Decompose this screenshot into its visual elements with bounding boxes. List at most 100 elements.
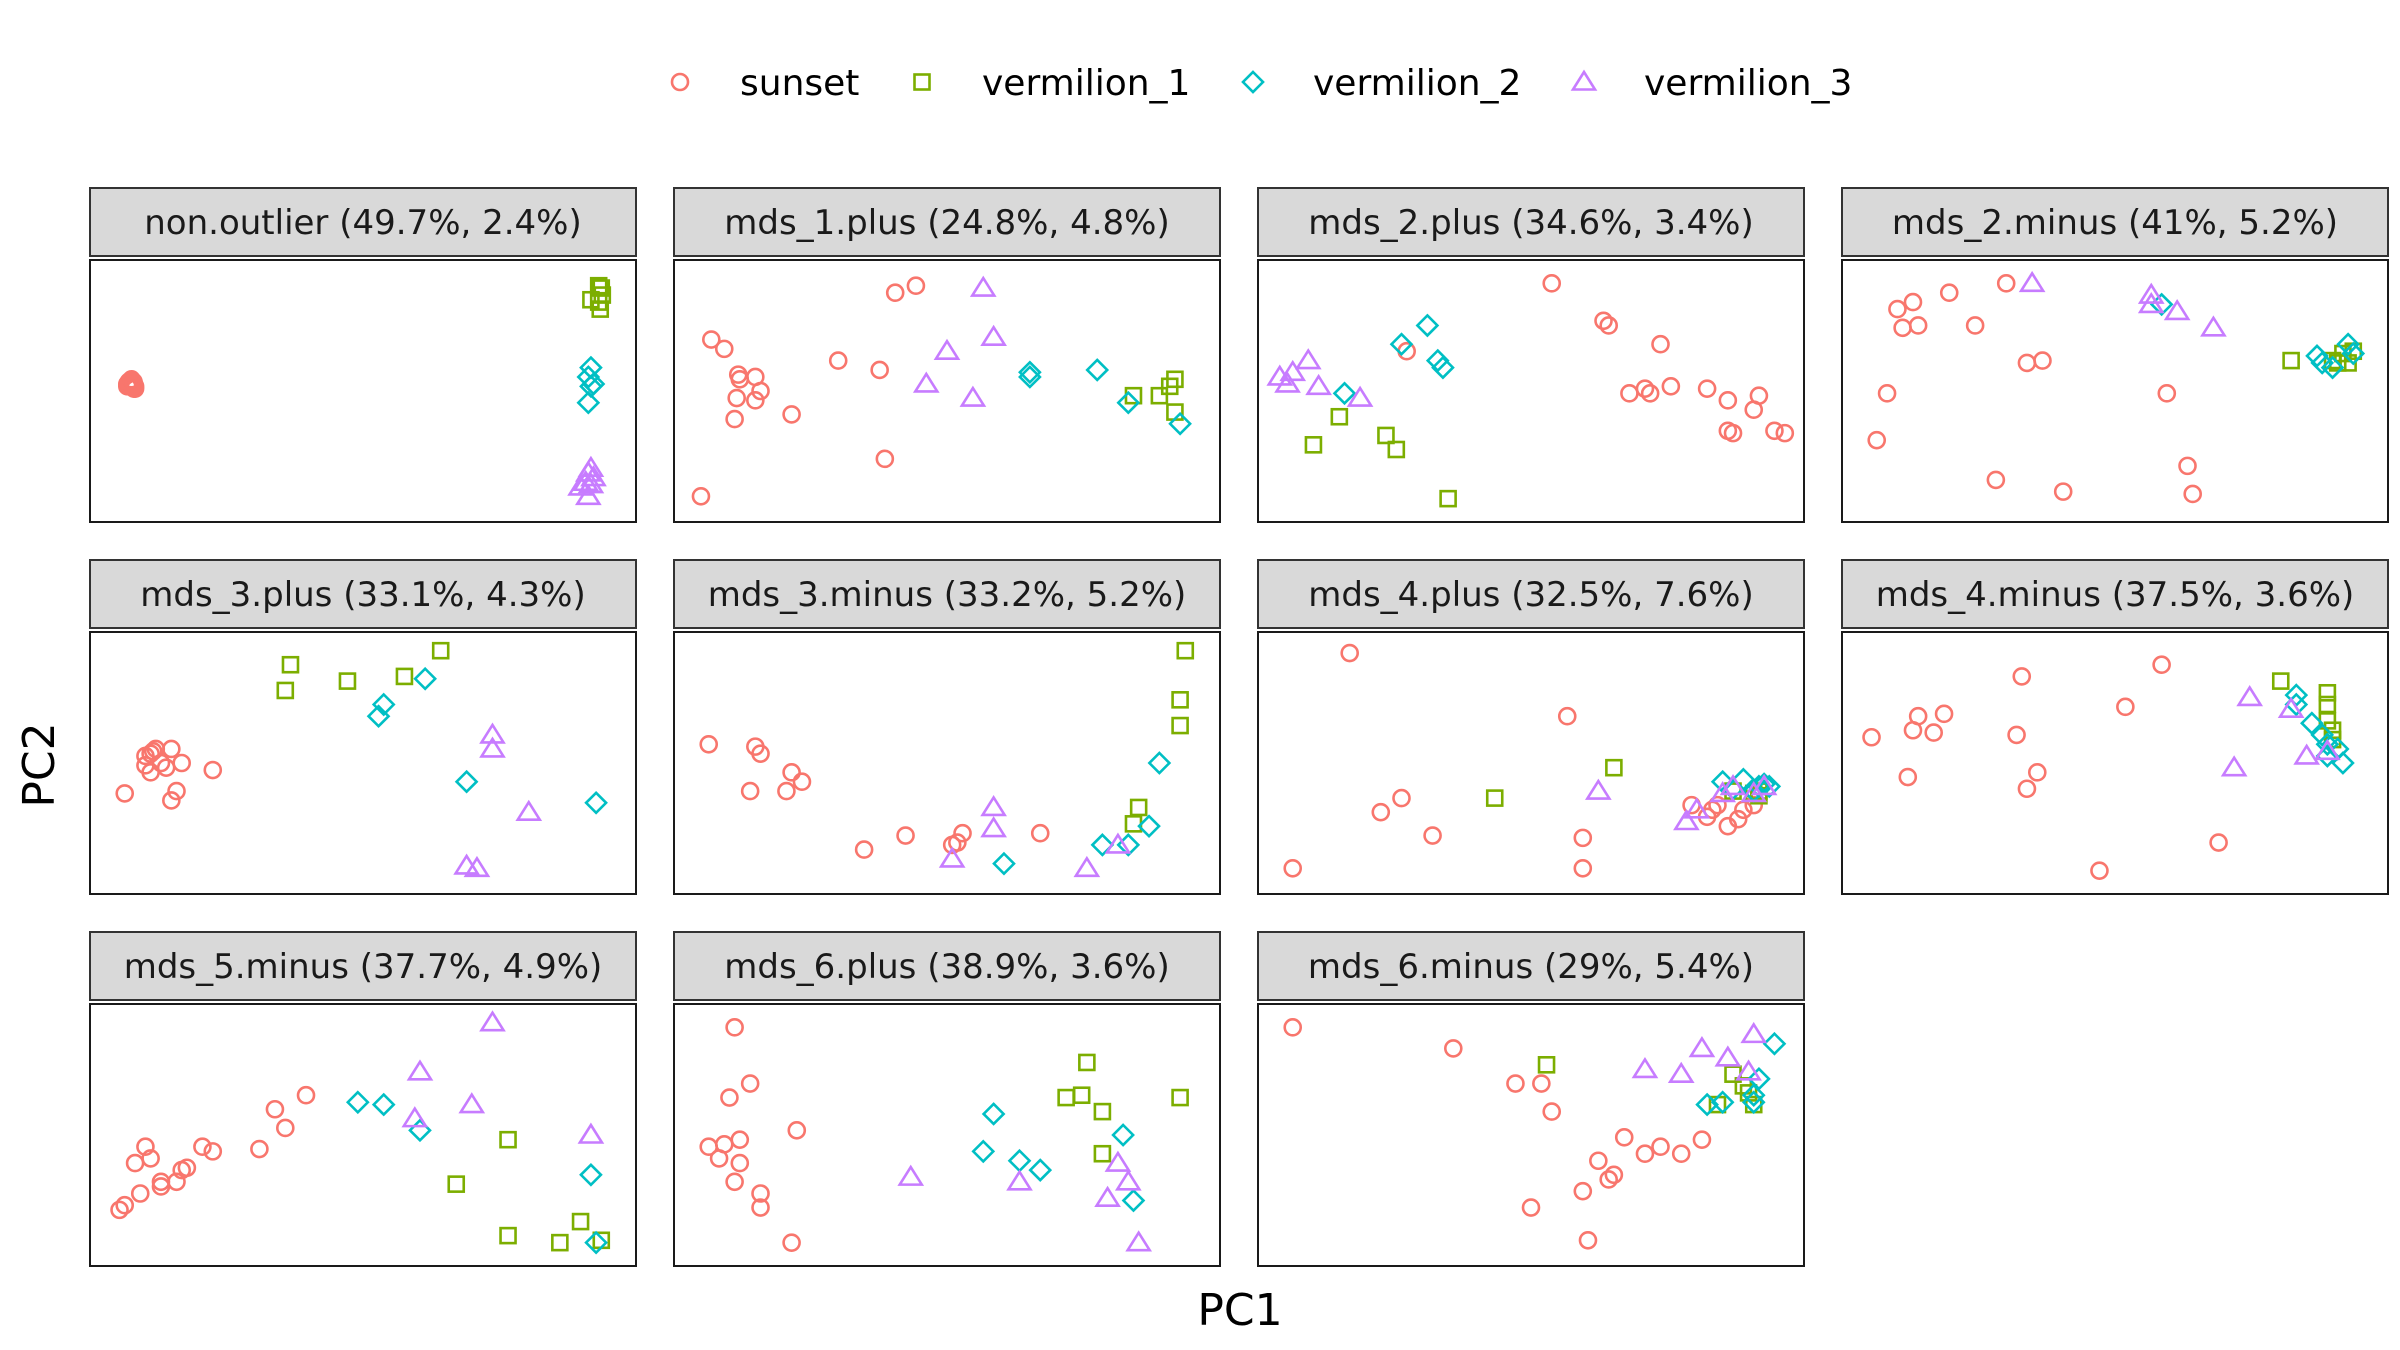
data-point <box>2314 738 2341 761</box>
data-point <box>406 1059 434 1081</box>
data-point <box>1965 316 1985 335</box>
data-point <box>1121 1188 1146 1213</box>
data-point <box>2157 384 2177 403</box>
data-point <box>1330 407 1349 426</box>
data-point <box>1708 795 1727 815</box>
data-point <box>172 753 191 773</box>
series-sunset <box>699 734 1050 859</box>
data-point <box>2163 298 2191 321</box>
data-point <box>870 360 889 380</box>
series-vermilion-3 <box>401 1010 605 1144</box>
data-point <box>1377 426 1395 445</box>
series-vermilion-1 <box>582 276 612 318</box>
data-point <box>110 1200 129 1220</box>
data-point <box>124 372 143 391</box>
data-point <box>1584 778 1612 800</box>
legend-entry-vermilion-3: vermilion_3 <box>1570 63 1852 104</box>
plot-area <box>673 631 1221 895</box>
data-point <box>1903 292 1923 312</box>
data-point <box>1709 780 1737 803</box>
data-point <box>1996 274 2016 293</box>
series-sunset <box>691 276 926 506</box>
data-point <box>2116 697 2135 717</box>
data-point <box>709 1149 729 1168</box>
legend-label: vermilion_3 <box>1644 63 1852 104</box>
series-vermilion-3 <box>453 722 543 878</box>
data-point <box>959 385 987 407</box>
data-point <box>1057 1088 1075 1107</box>
series-vermilion-3 <box>2018 270 2227 337</box>
data-point <box>777 781 796 801</box>
data-point <box>1735 1059 1762 1081</box>
data-point <box>787 1121 807 1140</box>
series-vermilion-1 <box>1124 641 1195 833</box>
series-vermilion-3 <box>1631 1021 1768 1083</box>
data-point <box>2018 270 2046 293</box>
data-point <box>151 1172 171 1192</box>
data-point <box>1604 1165 1624 1185</box>
data-point <box>885 283 905 303</box>
data-point <box>912 371 940 393</box>
data-point <box>1018 360 1042 385</box>
data-point <box>896 826 915 845</box>
data-point <box>1304 436 1323 454</box>
data-point <box>1635 379 1655 398</box>
data-point <box>1683 797 1711 819</box>
plot-area <box>1257 1003 1805 1267</box>
data-point <box>122 369 141 389</box>
data-point <box>1332 381 1357 406</box>
data-point <box>1073 855 1101 878</box>
data-point <box>136 1137 155 1156</box>
data-point <box>854 840 874 859</box>
data-point <box>1147 751 1172 775</box>
data-point <box>1688 1035 1716 1058</box>
data-point <box>1939 283 1959 303</box>
data-point <box>143 741 163 761</box>
data-point <box>714 339 734 359</box>
plot-area <box>673 259 1221 523</box>
data-point <box>1594 311 1613 331</box>
data-point <box>136 756 155 775</box>
data-point <box>933 338 961 361</box>
data-point <box>1718 816 1738 836</box>
data-point <box>1150 386 1169 405</box>
series-vermilion-3 <box>897 1150 1153 1252</box>
facet-title: mds_5.minus (37.7%, 4.9%) <box>124 947 603 987</box>
data-point <box>1671 1144 1691 1164</box>
data-point <box>1030 823 1050 843</box>
data-point <box>1166 370 1184 389</box>
data-point <box>401 1106 429 1128</box>
legend-label: vermilion_1 <box>982 63 1190 104</box>
facet-strip <box>89 559 637 629</box>
data-point <box>265 1099 285 1119</box>
data-point <box>1924 723 1943 742</box>
series-vermilion-2 <box>576 355 606 415</box>
data-point <box>1104 1150 1132 1172</box>
data-point <box>1283 858 1303 878</box>
data-point <box>479 1010 506 1032</box>
data-point <box>2012 667 2032 686</box>
data-point <box>981 1102 1006 1126</box>
data-point <box>576 390 601 415</box>
facet-panel: mds_4.plus (32.5%, 7.6%) <box>1257 559 1805 895</box>
plot-area <box>1257 259 1805 523</box>
facet-panel: mds_6.minus (29%, 5.4%) <box>1257 931 1805 1267</box>
data-point <box>1387 440 1406 459</box>
data-point <box>782 1233 801 1252</box>
data-point <box>1305 373 1332 396</box>
data-point <box>1028 1158 1053 1182</box>
facet-title: mds_3.plus (33.1%, 4.3%) <box>140 575 586 615</box>
series-vermilion-2 <box>1695 1031 1787 1117</box>
data-point <box>1137 814 1161 839</box>
data-point <box>1741 1090 1766 1115</box>
data-point <box>146 739 166 759</box>
data-point <box>499 1226 517 1245</box>
data-point <box>1090 833 1115 857</box>
data-point <box>577 1122 605 1144</box>
series-sunset <box>699 1018 807 1252</box>
data-point <box>1692 1130 1712 1149</box>
legend-entry-vermilion-1: vermilion_1 <box>913 63 1190 104</box>
data-point <box>395 667 414 686</box>
series-vermilion-3 <box>912 275 1007 407</box>
